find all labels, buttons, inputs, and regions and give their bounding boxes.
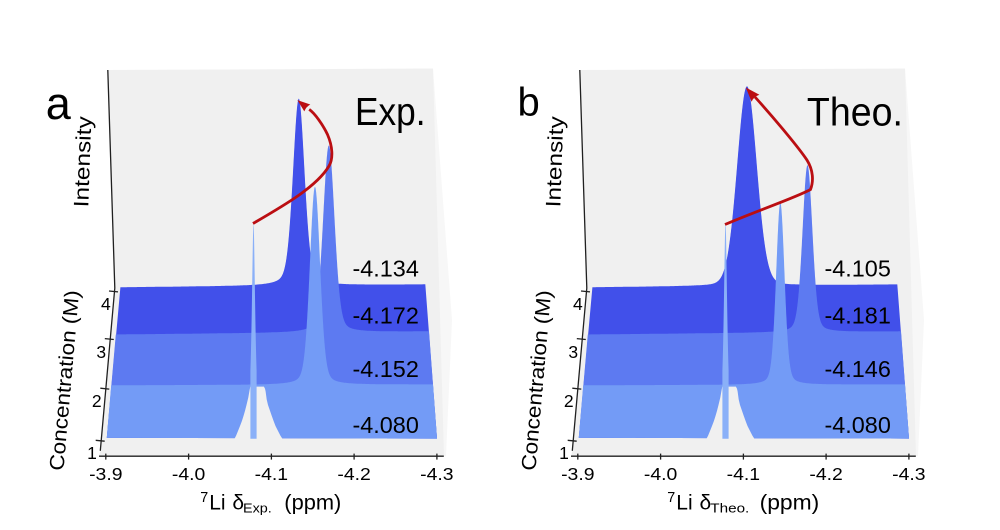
svg-text:-4.1: -4.1 (255, 464, 288, 484)
svg-text:-4.2: -4.2 (337, 464, 370, 484)
svg-text:1: 1 (87, 443, 97, 463)
svg-text:-4.080: -4.080 (825, 412, 891, 438)
svg-text:4: 4 (101, 294, 111, 314)
svg-text:7: 7 (200, 490, 208, 506)
svg-text:-4.152: -4.152 (353, 356, 419, 382)
svg-text:Theo.: Theo. (710, 500, 749, 515)
svg-text:-3.9: -3.9 (561, 464, 594, 484)
svg-text:-4.181: -4.181 (825, 302, 891, 328)
svg-text:Exp.: Exp. (355, 91, 426, 134)
svg-text:-4.172: -4.172 (353, 302, 419, 328)
svg-text:b: b (518, 81, 540, 125)
svg-text:Intensity: Intensity (70, 115, 96, 207)
svg-text:3: 3 (96, 342, 106, 362)
svg-text:-4.0: -4.0 (644, 464, 678, 484)
svg-text:1: 1 (559, 443, 569, 463)
svg-text:3: 3 (568, 342, 578, 362)
svg-text:Intensity: Intensity (542, 115, 568, 207)
svg-text:7: 7 (667, 490, 675, 506)
svg-text:-3.9: -3.9 (89, 464, 122, 484)
svg-text:δ: δ (232, 492, 244, 515)
svg-text:-4.080: -4.080 (353, 412, 419, 438)
svg-text:Li: Li (676, 492, 692, 515)
svg-text:Exp.: Exp. (243, 500, 272, 515)
svg-text:(ppm): (ppm) (284, 492, 341, 515)
svg-text:(ppm): (ppm) (760, 492, 820, 515)
svg-text:-4.105: -4.105 (825, 255, 891, 281)
svg-text:-4.3: -4.3 (420, 464, 453, 484)
svg-text:-4.1: -4.1 (727, 464, 760, 484)
svg-text:2: 2 (564, 391, 574, 411)
svg-text:2: 2 (92, 391, 102, 411)
svg-text:δ: δ (700, 492, 712, 515)
svg-text:a: a (46, 78, 72, 129)
svg-text:Theo.: Theo. (807, 90, 903, 134)
svg-text:-4.134: -4.134 (353, 255, 419, 281)
svg-text:-4.0: -4.0 (172, 464, 206, 484)
svg-text:-4.3: -4.3 (892, 464, 925, 484)
svg-text:-4.2: -4.2 (809, 464, 842, 484)
svg-text:4: 4 (573, 294, 583, 314)
svg-text:-4.146: -4.146 (825, 356, 891, 382)
svg-text:Li: Li (209, 492, 225, 515)
